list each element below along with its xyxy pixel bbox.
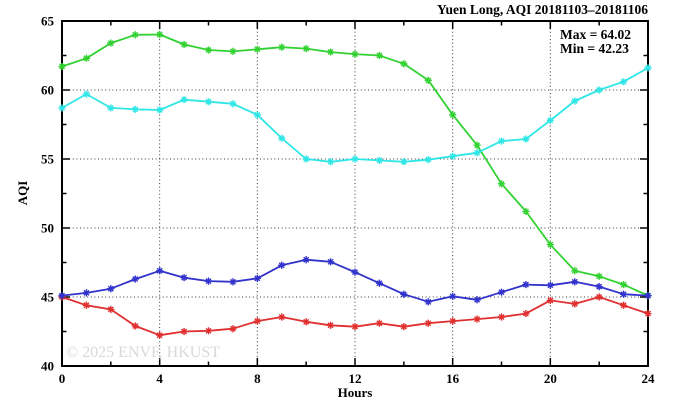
y-axis-label: AQI: [15, 181, 30, 206]
series-markers-green-day: [58, 30, 652, 300]
y-tick-label: 45: [41, 290, 55, 305]
chart-title: Yuen Long, AQI 20181103–20181106: [437, 2, 648, 17]
x-tick-label: 4: [156, 371, 163, 386]
x-tick-label: 8: [254, 371, 261, 386]
series-markers-cyan-day: [58, 64, 652, 166]
series-markers-red-day: [58, 293, 652, 339]
watermark: © 2025 ENVF, HKUST: [66, 344, 220, 361]
x-tick-label: 0: [59, 371, 66, 386]
y-tick-label: 55: [41, 152, 55, 167]
generated-plot-layer: 40 45 50 55 60 65 0 4 8 12 16 20 24: [41, 14, 655, 387]
min-annotation: Min = 42.23: [560, 41, 629, 56]
y-tick-label: 60: [41, 83, 54, 98]
x-tick-label: 20: [544, 371, 557, 386]
plot-border: [61, 20, 649, 367]
x-tick-label: 12: [349, 371, 362, 386]
max-annotation: Max = 64.02: [560, 27, 631, 42]
y-tick-label: 50: [41, 221, 54, 236]
x-tick-label: 24: [642, 371, 656, 386]
x-axis-label: Hours: [338, 385, 373, 400]
y-tick-label: 40: [41, 359, 54, 374]
y-tick-label: 65: [41, 14, 55, 29]
series-markers-blue-day: [58, 256, 652, 306]
x-tick-label: 16: [446, 371, 460, 386]
